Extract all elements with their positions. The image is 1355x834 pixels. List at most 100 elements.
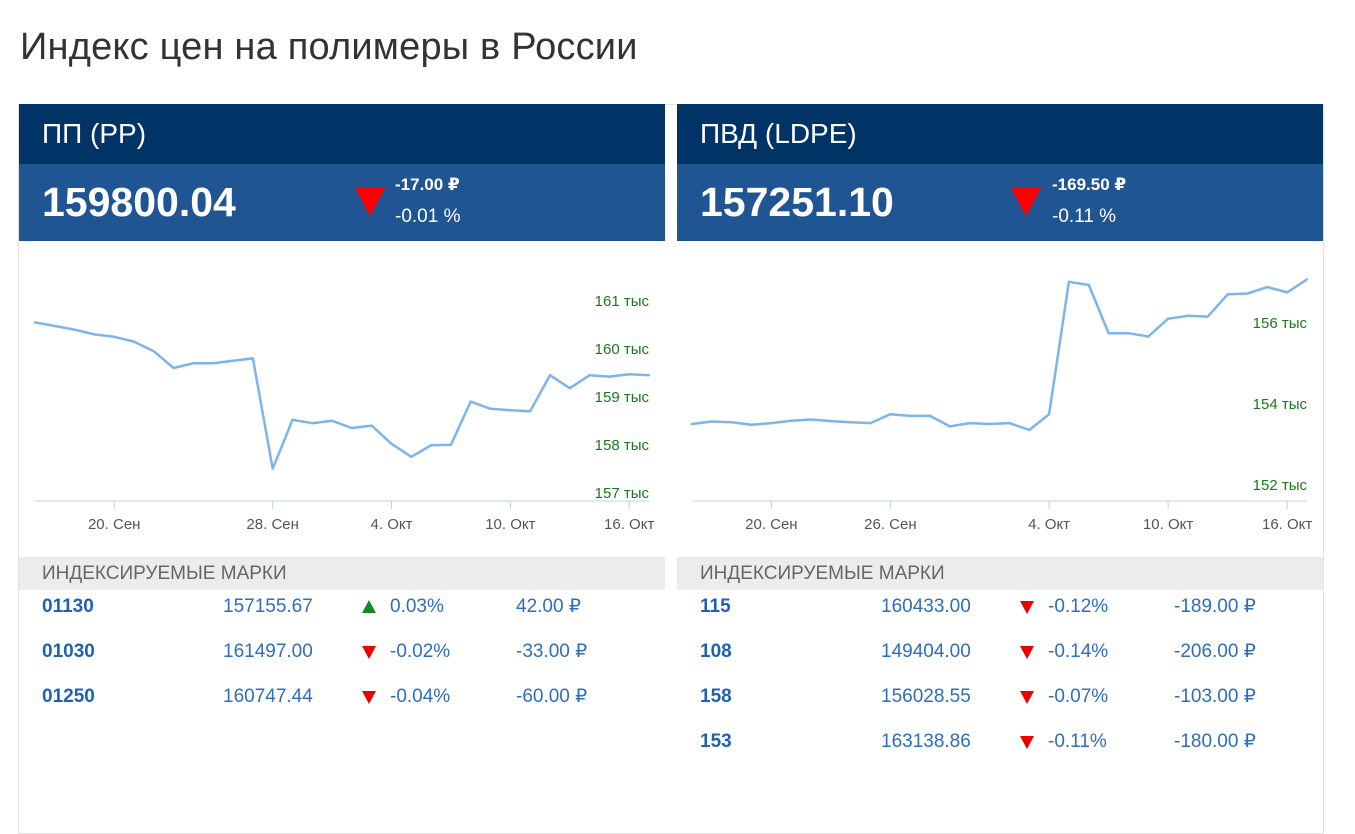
x-tick-label: 28. Сен xyxy=(246,516,298,533)
data-point xyxy=(390,442,393,445)
y-tick-label: 157 тыс xyxy=(595,485,650,502)
price-chart[interactable]: 20. Сен 26. Сен 4. Окт 10. Окт 16. Окт 152 ты… xyxy=(677,254,1323,534)
data-point xyxy=(889,413,892,416)
data-point xyxy=(1087,283,1090,287)
mark-code-link[interactable]: 01250 xyxy=(42,686,95,707)
data-point xyxy=(1028,428,1031,432)
y-tick-label: 156 тыс xyxy=(1253,315,1308,332)
mark-change-absolute: -103.00 ₽ xyxy=(1174,686,1256,707)
y-tick-label: 154 тыс xyxy=(1253,396,1308,413)
index-value: 157251.10 xyxy=(700,179,894,225)
data-point xyxy=(429,444,433,447)
mark-code-link[interactable]: 115 xyxy=(700,596,731,617)
data-point xyxy=(509,409,512,412)
mark-price: 156028.55 xyxy=(881,686,971,707)
price-chart[interactable]: 20. Сен 28. Сен 4. Окт 10. Окт 16. Окт 157 ты… xyxy=(19,254,665,534)
y-tick-label: 152 тыс xyxy=(1253,477,1308,494)
index-value: 159800.04 xyxy=(42,179,236,225)
data-point xyxy=(548,374,552,377)
data-point xyxy=(350,426,354,430)
x-tick-label: 4. Окт xyxy=(1028,516,1070,533)
mark-change-percent: 0.03% xyxy=(390,596,444,617)
price-series-line xyxy=(691,278,1308,432)
data-point xyxy=(928,414,932,418)
arrow-down-icon xyxy=(355,188,385,216)
data-point xyxy=(1246,292,1249,295)
arrow-down-icon xyxy=(1020,601,1034,614)
arrow-down-icon xyxy=(1020,646,1034,659)
data-point xyxy=(809,418,813,421)
data-point xyxy=(192,362,195,365)
data-point xyxy=(1047,413,1051,416)
mark-code-link[interactable]: 108 xyxy=(700,641,732,662)
data-point xyxy=(1008,421,1011,425)
data-point xyxy=(647,374,651,377)
mark-price: 160747.44 xyxy=(223,686,313,707)
y-tick-label: 159 тыс xyxy=(595,389,650,406)
data-point xyxy=(710,420,713,423)
x-tick-label: 20. Сен xyxy=(745,516,797,533)
mark-change-percent: -0.11% xyxy=(1048,731,1107,752)
data-point xyxy=(1107,332,1110,335)
data-point xyxy=(271,467,274,470)
index-panel-ldpe: ПВД (LDPE) 157251.10 -169.50 ₽ -0.11 % 2… xyxy=(677,104,1323,752)
panel-title[interactable]: ПП (PP) xyxy=(19,104,665,164)
price-chart-svg: 20. Сен 26. Сен 4. Окт 10. Окт 16. Окт 152 ты… xyxy=(690,278,1312,533)
y-tick-label: 160 тыс xyxy=(595,341,650,358)
mark-price: 149404.00 xyxy=(881,641,971,662)
change-absolute: -169.50 ₽ xyxy=(1052,175,1127,194)
data-point xyxy=(370,424,373,427)
mark-price: 157155.67 xyxy=(223,596,313,617)
mark-row: 158 156028.55 -0.07% -103.00 ₽ xyxy=(677,682,1323,712)
mark-change-absolute: -60.00 ₽ xyxy=(516,686,588,707)
data-point xyxy=(750,423,753,426)
x-tick-label: 10. Окт xyxy=(485,516,535,533)
mark-change-percent: -0.12% xyxy=(1048,596,1109,617)
arrow-down-icon xyxy=(362,646,376,659)
index-panel-pp: ПП (PP) 159800.04 -17.00 ₽ -0.01 % 20. С… xyxy=(19,104,665,707)
data-point xyxy=(849,421,852,424)
data-point xyxy=(449,443,453,446)
data-point xyxy=(152,350,155,353)
data-point xyxy=(690,422,694,426)
arrow-down-icon xyxy=(1011,188,1041,216)
mark-price: 160433.00 xyxy=(881,596,971,617)
mark-row: 153 163138.86 -0.11% -180.00 ₽ xyxy=(677,727,1323,757)
marks-header: Индексируемые марки xyxy=(677,557,1323,590)
data-point xyxy=(730,421,733,424)
data-point xyxy=(948,425,952,428)
mark-code-link[interactable]: 153 xyxy=(700,731,732,752)
data-point xyxy=(1166,317,1170,320)
mark-code-link[interactable]: 158 xyxy=(700,686,732,707)
data-point xyxy=(291,418,294,421)
panel-title[interactable]: ПВД (LDPE) xyxy=(677,104,1323,164)
mark-change-absolute: -189.00 ₽ xyxy=(1174,596,1256,617)
change-percent: -0.11 % xyxy=(1052,206,1117,227)
mark-change-percent: -0.02% xyxy=(390,641,451,662)
data-point xyxy=(1266,285,1269,289)
y-tick-label: 158 тыс xyxy=(595,437,650,454)
x-tick-label: 20. Сен xyxy=(88,516,140,533)
data-point xyxy=(968,421,971,425)
mark-change-percent: -0.04% xyxy=(390,686,451,707)
mark-code-link[interactable]: 01030 xyxy=(42,641,95,662)
mark-change-absolute: -33.00 ₽ xyxy=(516,641,588,662)
panel-value-bar: 157251.10 -169.50 ₽ -0.11 % xyxy=(677,164,1323,241)
data-point xyxy=(33,321,37,324)
data-point xyxy=(330,419,334,422)
change-absolute: -17.00 ₽ xyxy=(395,175,460,194)
data-point xyxy=(410,455,413,458)
mark-row: 01030 161497.00 -0.02% -33.00 ₽ xyxy=(19,637,665,667)
x-tick-label: 16. Окт xyxy=(1262,516,1312,533)
mark-code-link[interactable]: 01130 xyxy=(42,596,94,617)
mark-change-absolute: -206.00 ₽ xyxy=(1174,641,1256,662)
data-point xyxy=(489,407,492,410)
data-point xyxy=(1286,291,1289,294)
data-point xyxy=(1067,280,1071,283)
y-tick-label: 161 тыс xyxy=(595,293,650,310)
data-point xyxy=(588,374,591,377)
data-point xyxy=(113,335,116,338)
data-point xyxy=(1127,332,1130,335)
data-point xyxy=(212,362,215,365)
data-point xyxy=(770,421,773,425)
